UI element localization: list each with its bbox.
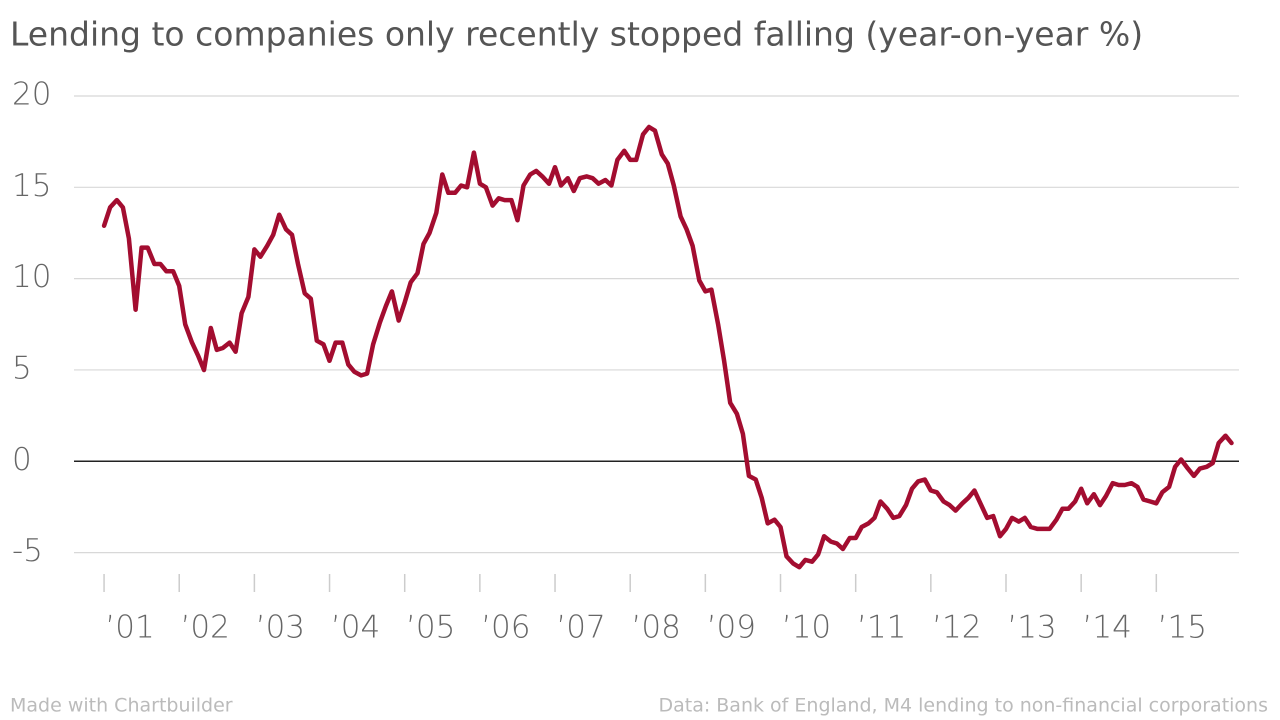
x-tick-label: ’11 xyxy=(857,610,906,646)
y-tick-label: 5 xyxy=(12,350,32,386)
x-tick-label: ’13 xyxy=(1007,610,1056,646)
x-tick-label: ’10 xyxy=(782,610,831,646)
y-tick-label: -5 xyxy=(12,533,43,569)
x-tick-label: ’04 xyxy=(331,610,380,646)
x-tick-label: ’03 xyxy=(256,610,305,646)
data-line xyxy=(101,124,1234,570)
chart-title: Lending to companies only recently stopp… xyxy=(10,15,1143,54)
credit: Made with Chartbuilder xyxy=(10,695,233,717)
x-tick-label: ’15 xyxy=(1158,610,1207,646)
x-tick-label: ’06 xyxy=(481,610,530,646)
x-tick-label: ’09 xyxy=(707,610,756,646)
x-tick-label: ’01 xyxy=(105,610,154,646)
y-tick-label: 20 xyxy=(12,77,51,113)
y-tick-label: 15 xyxy=(12,168,51,204)
x-tick-label: ’07 xyxy=(556,610,605,646)
y-tick-label: 0 xyxy=(12,442,32,478)
x-tick-label: ’05 xyxy=(406,610,455,646)
x-tick-label: ’14 xyxy=(1083,610,1132,646)
x-tick-label: ’02 xyxy=(181,610,230,646)
source: Data: Bank of England, M4 lending to non… xyxy=(658,695,1268,717)
y-tick-label: 10 xyxy=(12,259,51,295)
x-tick-label: ’08 xyxy=(632,610,681,646)
x-tick-label: ’12 xyxy=(932,610,981,646)
